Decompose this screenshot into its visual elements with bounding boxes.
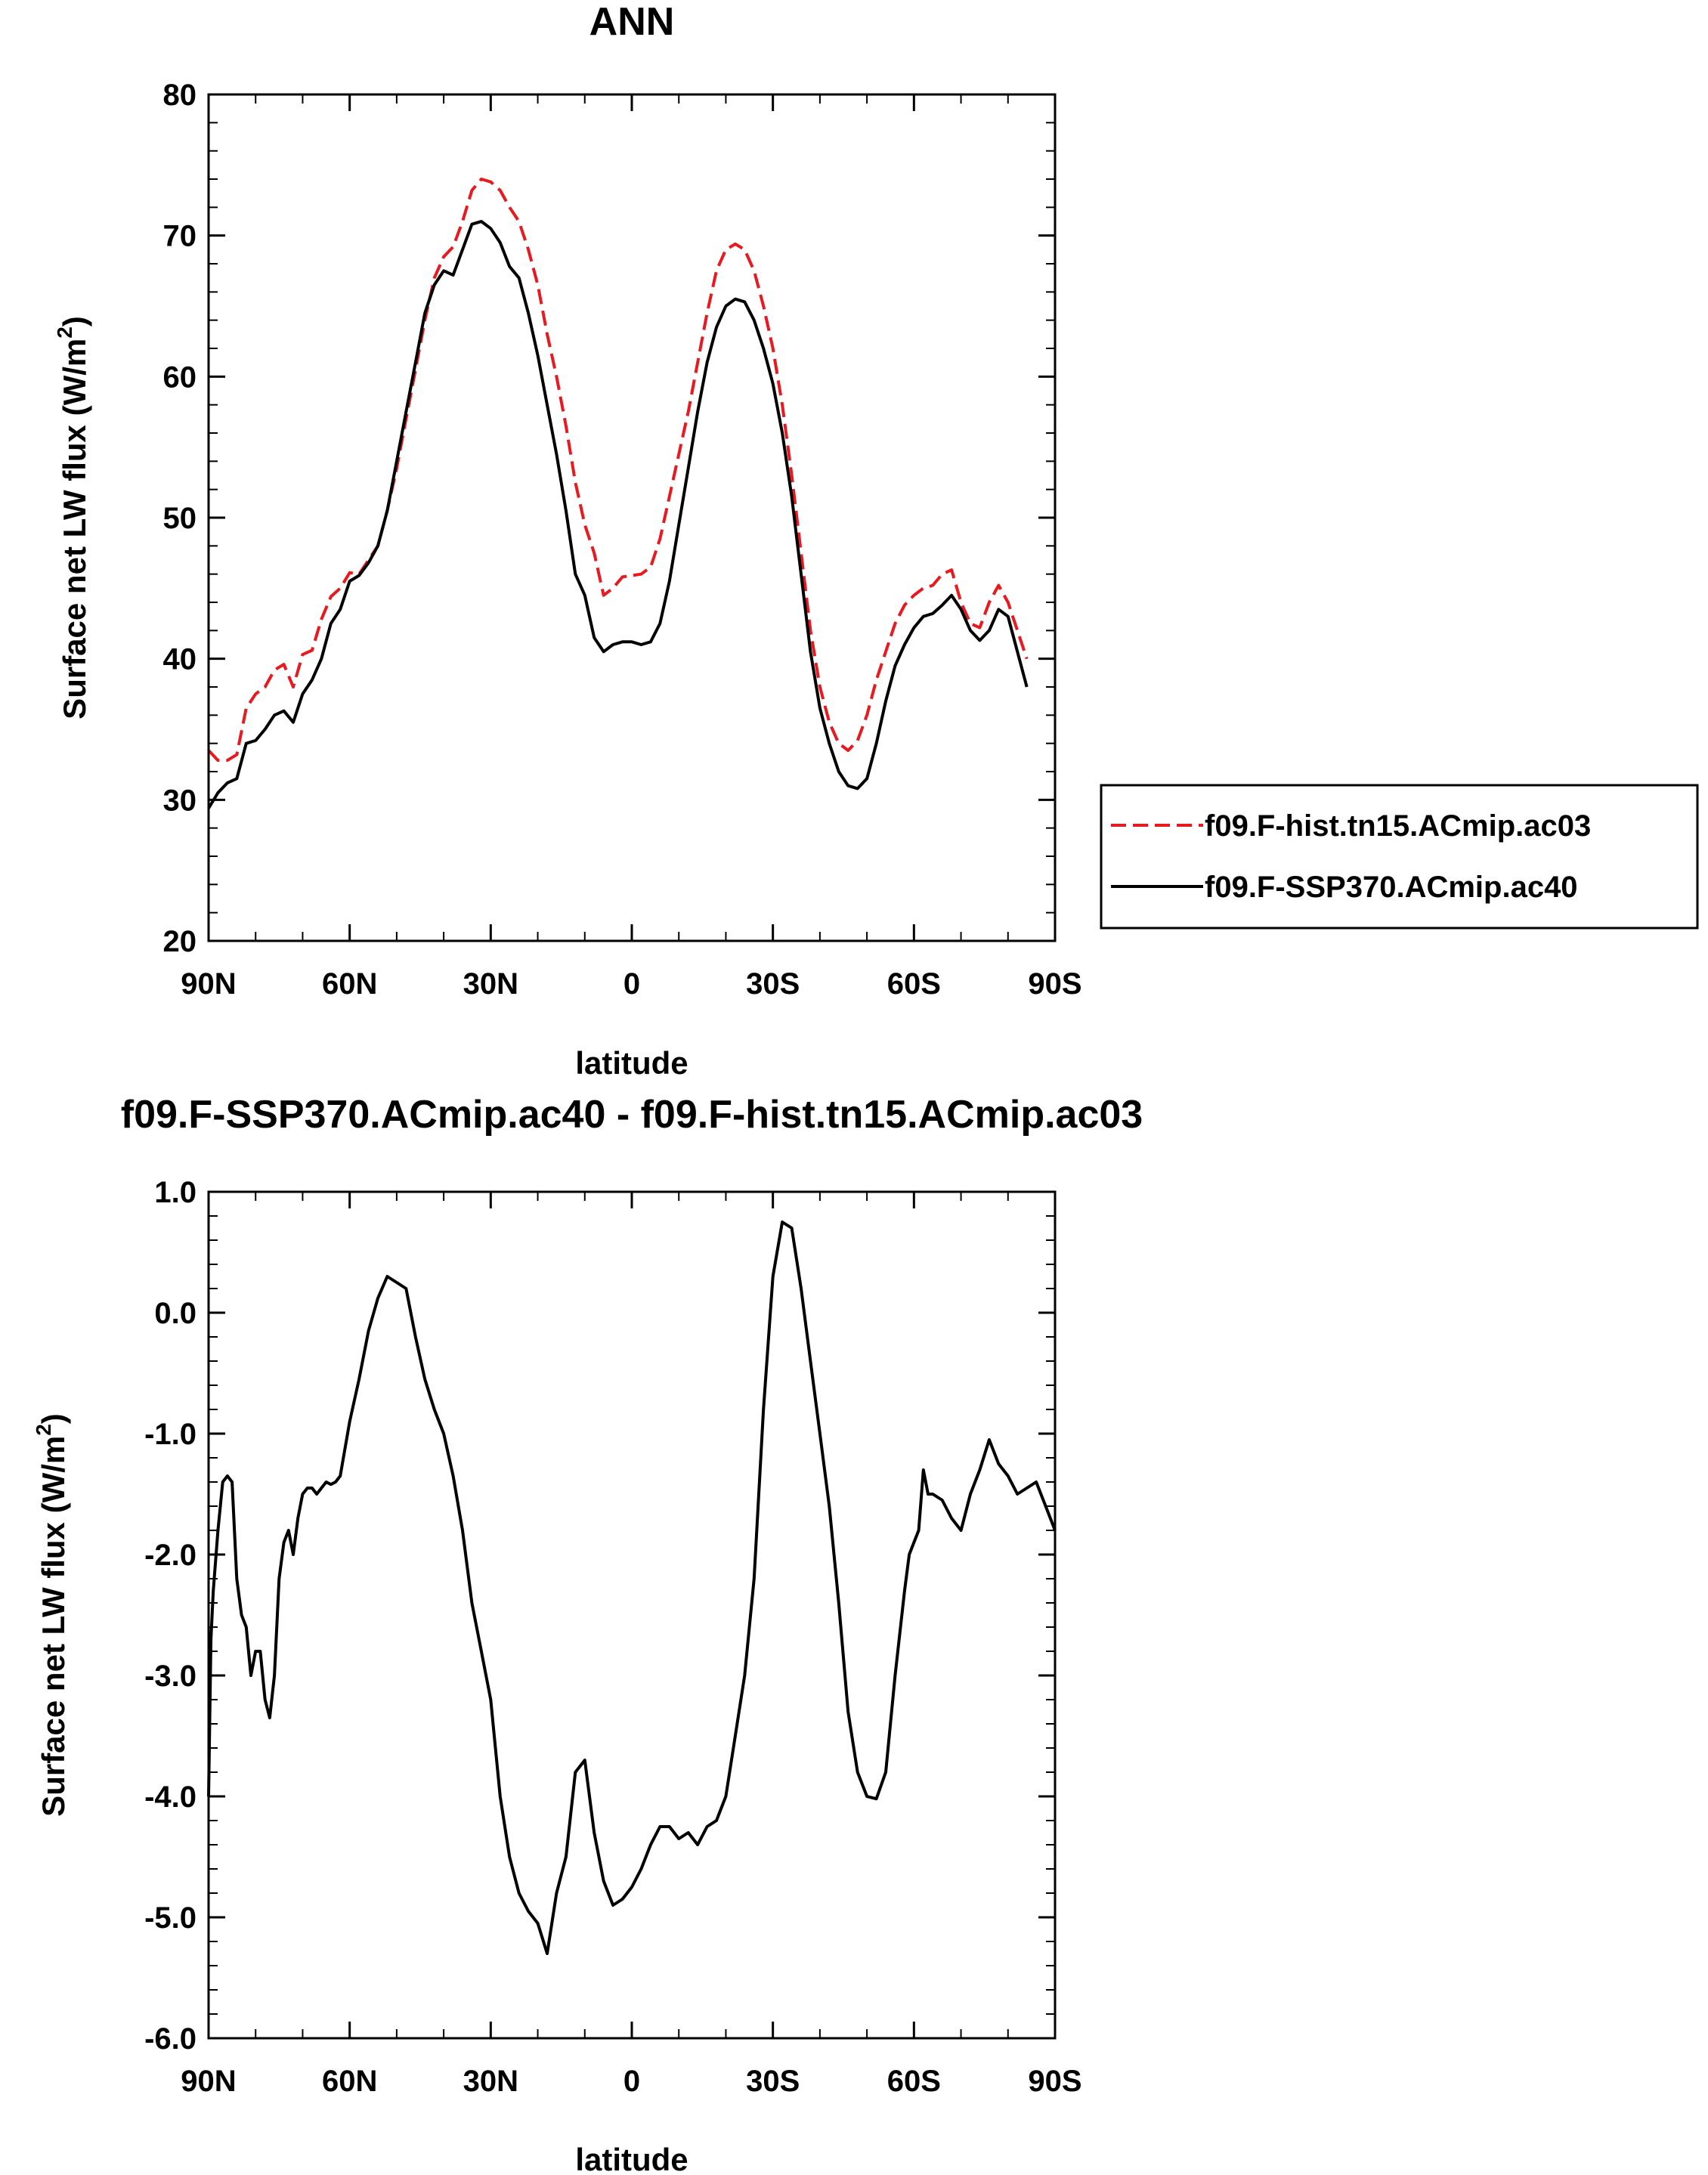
bottom-x-tick-label: 0 bbox=[623, 2065, 640, 2098]
bottom-y-tick-label: 1.0 bbox=[154, 1176, 196, 1209]
top-chart-title: ANN bbox=[589, 0, 675, 44]
top-series-line-1 bbox=[207, 220, 1029, 809]
bottom-chart-title: f09.F-SSP370.ACmip.ac40 - f09.F-hist.tn1… bbox=[121, 1093, 1143, 1137]
bottom-x-tick-label: 30N bbox=[463, 2065, 518, 2098]
legend: f09.F-hist.tn15.ACmip.ac03 f09.F-SSP370.… bbox=[1100, 784, 1699, 930]
bottom-y-tick-label: -5.0 bbox=[144, 1901, 196, 1935]
bottom-x-axis-label: latitude bbox=[575, 2142, 688, 2175]
bottom-y-axis-label: Surface net LW flux (W/m2) bbox=[32, 1413, 71, 1817]
bottom-plot-frame bbox=[207, 1190, 1057, 2040]
top-y-axis-label: Surface net LW flux (W/m2) bbox=[53, 316, 92, 719]
top-x-tick-label: 0 bbox=[623, 967, 640, 1001]
bottom-series-line-0 bbox=[207, 1221, 1057, 1955]
bottom-y-tick-label: -3.0 bbox=[144, 1660, 196, 1693]
bottom-axes: 90N 60N 30N 0 30S 60S 90S -6.0 -5.0 -4.0 -3.0 -2.0 -… bbox=[144, 1176, 1082, 2098]
bottom-y-tick-label: -6.0 bbox=[144, 2022, 196, 2056]
bottom-x-tick-label: 90N bbox=[181, 2065, 236, 2098]
top-x-axis-label: latitude bbox=[575, 1045, 688, 1081]
top-chart-marks bbox=[207, 178, 1029, 809]
top-x-tick-label: 60S bbox=[887, 967, 941, 1001]
top-series-line-0 bbox=[207, 178, 1029, 763]
legend-label-ssp370: f09.F-SSP370.ACmip.ac40 bbox=[1205, 871, 1578, 904]
bottom-x-tick-label: 90S bbox=[1028, 2065, 1081, 2098]
top-y-tick-label: 20 bbox=[163, 925, 197, 958]
legend-label-hist: f09.F-hist.tn15.ACmip.ac03 bbox=[1205, 809, 1591, 843]
top-plot-frame bbox=[207, 93, 1057, 942]
top-x-tick-label: 60N bbox=[322, 967, 377, 1001]
bottom-y-tick-label: -4.0 bbox=[144, 1781, 196, 1814]
top-x-tick-label: 90N bbox=[181, 967, 236, 1001]
top-y-tick-label: 60 bbox=[163, 360, 197, 394]
top-x-tick-label: 30S bbox=[746, 967, 800, 1001]
top-x-tick-label: 30N bbox=[463, 967, 518, 1001]
top-y-tick-label: 40 bbox=[163, 643, 197, 676]
top-y-tick-label: 70 bbox=[163, 220, 197, 253]
bottom-x-tick-label: 60S bbox=[887, 2065, 941, 2098]
top-y-tick-label: 80 bbox=[163, 79, 197, 112]
bottom-x-tick-label: 30S bbox=[746, 2065, 800, 2098]
bottom-panel: f09.F-SSP370.ACmip.ac40 - f09.F-hist.tn1… bbox=[32, 1093, 1143, 2175]
bottom-y-tick-label: -1.0 bbox=[144, 1418, 196, 1451]
bottom-x-tick-label: 60N bbox=[322, 2065, 377, 2098]
top-y-tick-label: 30 bbox=[163, 784, 197, 817]
top-y-tick-label: 50 bbox=[163, 502, 197, 535]
bottom-y-tick-label: -2.0 bbox=[144, 1539, 196, 1572]
top-x-tick-label: 90S bbox=[1028, 967, 1081, 1001]
bottom-y-tick-label: 0.0 bbox=[154, 1297, 196, 1330]
top-panel: ANN 90N 60N 30N 0 30S 60S 90S 20 30 40 50 60 70 80 la… bbox=[53, 0, 1082, 1081]
legend-box bbox=[1100, 784, 1699, 930]
top-axes: 90N 60N 30N 0 30S 60S 90S 20 30 40 50 60 70 80 bbox=[163, 79, 1082, 1001]
bottom-chart-marks bbox=[207, 1221, 1057, 1955]
